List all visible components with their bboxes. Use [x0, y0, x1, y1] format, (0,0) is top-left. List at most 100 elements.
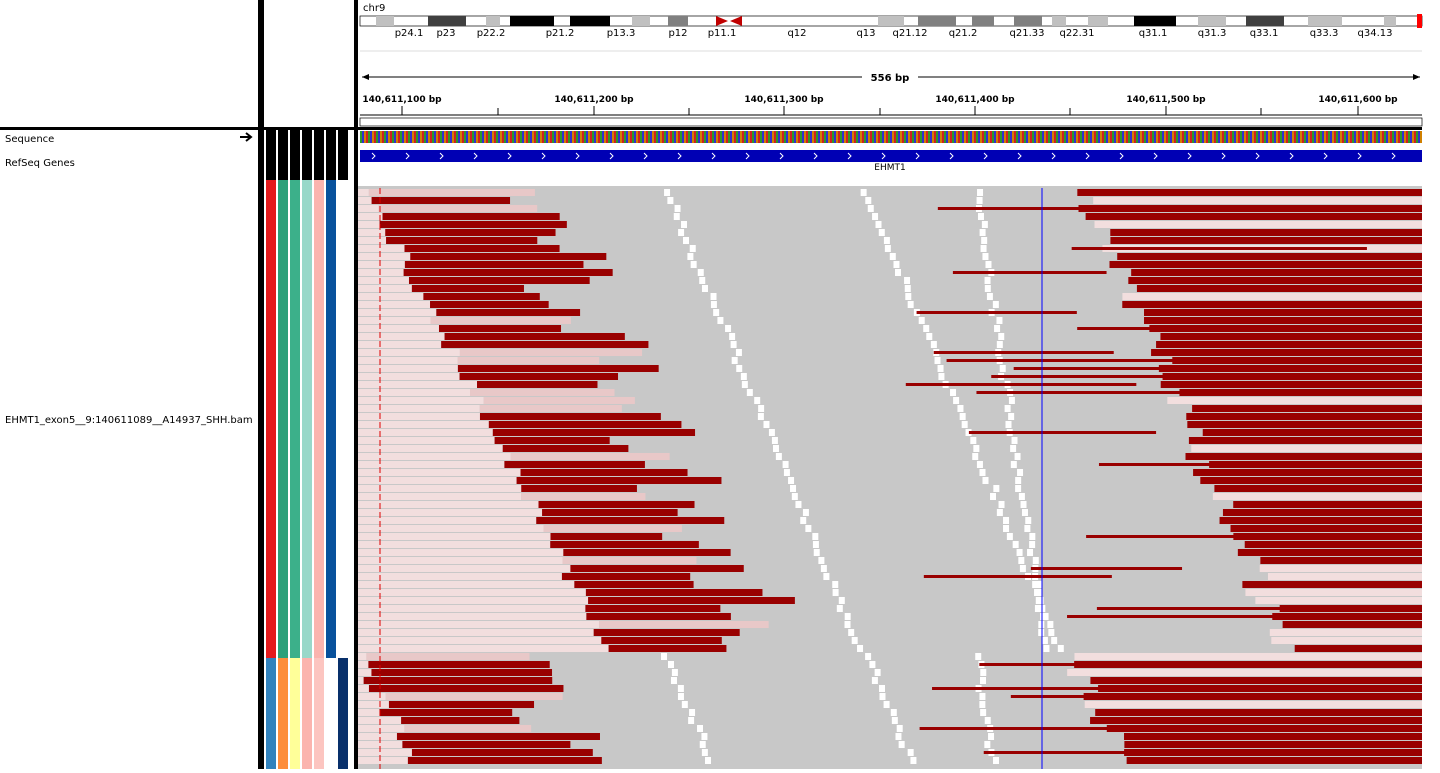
- read-gap: [678, 229, 685, 236]
- read-gap: [961, 421, 968, 428]
- read: [358, 365, 458, 372]
- divider: [354, 0, 358, 769]
- read: [504, 461, 645, 468]
- read: [358, 429, 493, 436]
- cytoband-label: q21.2: [949, 28, 978, 39]
- read-gap: [985, 261, 992, 268]
- read-gap: [979, 701, 986, 708]
- read: [459, 373, 619, 380]
- strand-chevron: [779, 152, 784, 160]
- read: [1255, 597, 1422, 604]
- cytoband: [1246, 16, 1284, 26]
- read: [1086, 535, 1271, 538]
- read: [411, 749, 593, 756]
- divider: [0, 127, 1440, 130]
- read: [1010, 695, 1239, 698]
- read: [358, 677, 364, 684]
- read: [1219, 517, 1422, 524]
- read-gap: [832, 581, 839, 588]
- cytoband-label: p22.2: [477, 28, 506, 39]
- read: [946, 359, 1208, 362]
- read: [1191, 445, 1422, 452]
- read-gap: [996, 317, 1003, 324]
- read-gap: [1051, 637, 1058, 644]
- strand-chevron: [507, 152, 512, 160]
- cytoband-label: p23: [436, 28, 455, 39]
- read: [1188, 437, 1422, 444]
- read: [1233, 533, 1422, 540]
- read-gap: [934, 357, 941, 364]
- read-gap: [754, 397, 761, 404]
- read-gap: [783, 469, 790, 476]
- read: [386, 237, 538, 244]
- read: [371, 197, 511, 204]
- read-gap: [772, 445, 779, 452]
- read: [1128, 277, 1422, 284]
- read-gap: [1029, 541, 1036, 548]
- cytoband-label: q22.31: [1060, 28, 1095, 39]
- read: [1109, 261, 1422, 268]
- read: [402, 741, 571, 748]
- read-gap: [677, 685, 684, 692]
- ruler-label: 140,611,300 bp: [744, 95, 824, 105]
- read: [358, 333, 445, 340]
- read-gap: [996, 341, 1003, 348]
- read: [1098, 685, 1422, 692]
- read: [358, 589, 586, 596]
- read: [585, 589, 763, 596]
- read-gap: [990, 493, 997, 500]
- read-gap: [688, 717, 695, 724]
- read: [358, 533, 551, 540]
- attribute: [314, 658, 324, 769]
- read: [358, 693, 386, 700]
- read: [1098, 463, 1377, 466]
- cytoband: [878, 16, 904, 26]
- read-gap: [957, 405, 964, 412]
- read: [358, 573, 562, 580]
- read-gap: [812, 541, 819, 548]
- read-gap: [788, 477, 795, 484]
- read: [1090, 717, 1422, 724]
- read: [441, 341, 649, 348]
- read: [436, 309, 581, 316]
- read-gap: [984, 285, 991, 292]
- read: [1185, 453, 1422, 460]
- read-gap: [848, 629, 855, 636]
- read: [1074, 653, 1422, 660]
- read-gap: [988, 733, 995, 740]
- read-gap: [865, 653, 872, 660]
- read-gap: [800, 517, 807, 524]
- gene-label: EHMT1: [874, 163, 905, 173]
- read: [1144, 317, 1422, 324]
- read-gap: [979, 677, 986, 684]
- read-gap: [890, 709, 897, 716]
- read: [358, 613, 587, 620]
- read: [358, 661, 369, 668]
- read-gap: [904, 277, 911, 284]
- read: [358, 597, 589, 604]
- strand-chevron: [1357, 152, 1362, 160]
- read: [1230, 525, 1422, 532]
- cytoband: [376, 16, 394, 26]
- cytoband: [1088, 16, 1108, 26]
- read-gap: [938, 373, 945, 380]
- read: [358, 213, 383, 220]
- read-gap: [844, 621, 851, 628]
- read-gap: [979, 693, 986, 700]
- read-gap: [701, 285, 708, 292]
- read-gap: [836, 605, 843, 612]
- read: [536, 517, 725, 524]
- read: [593, 629, 740, 636]
- read-gap: [681, 701, 688, 708]
- cytoband-label: p13.3: [607, 28, 636, 39]
- read: [404, 261, 584, 268]
- read-gap: [791, 493, 798, 500]
- read: [366, 653, 530, 660]
- read: [1151, 349, 1422, 356]
- strand-arrow[interactable]: [240, 132, 253, 142]
- read: [1172, 357, 1422, 364]
- attribute: [338, 180, 348, 658]
- read: [991, 375, 1225, 378]
- read-gap: [1027, 549, 1034, 556]
